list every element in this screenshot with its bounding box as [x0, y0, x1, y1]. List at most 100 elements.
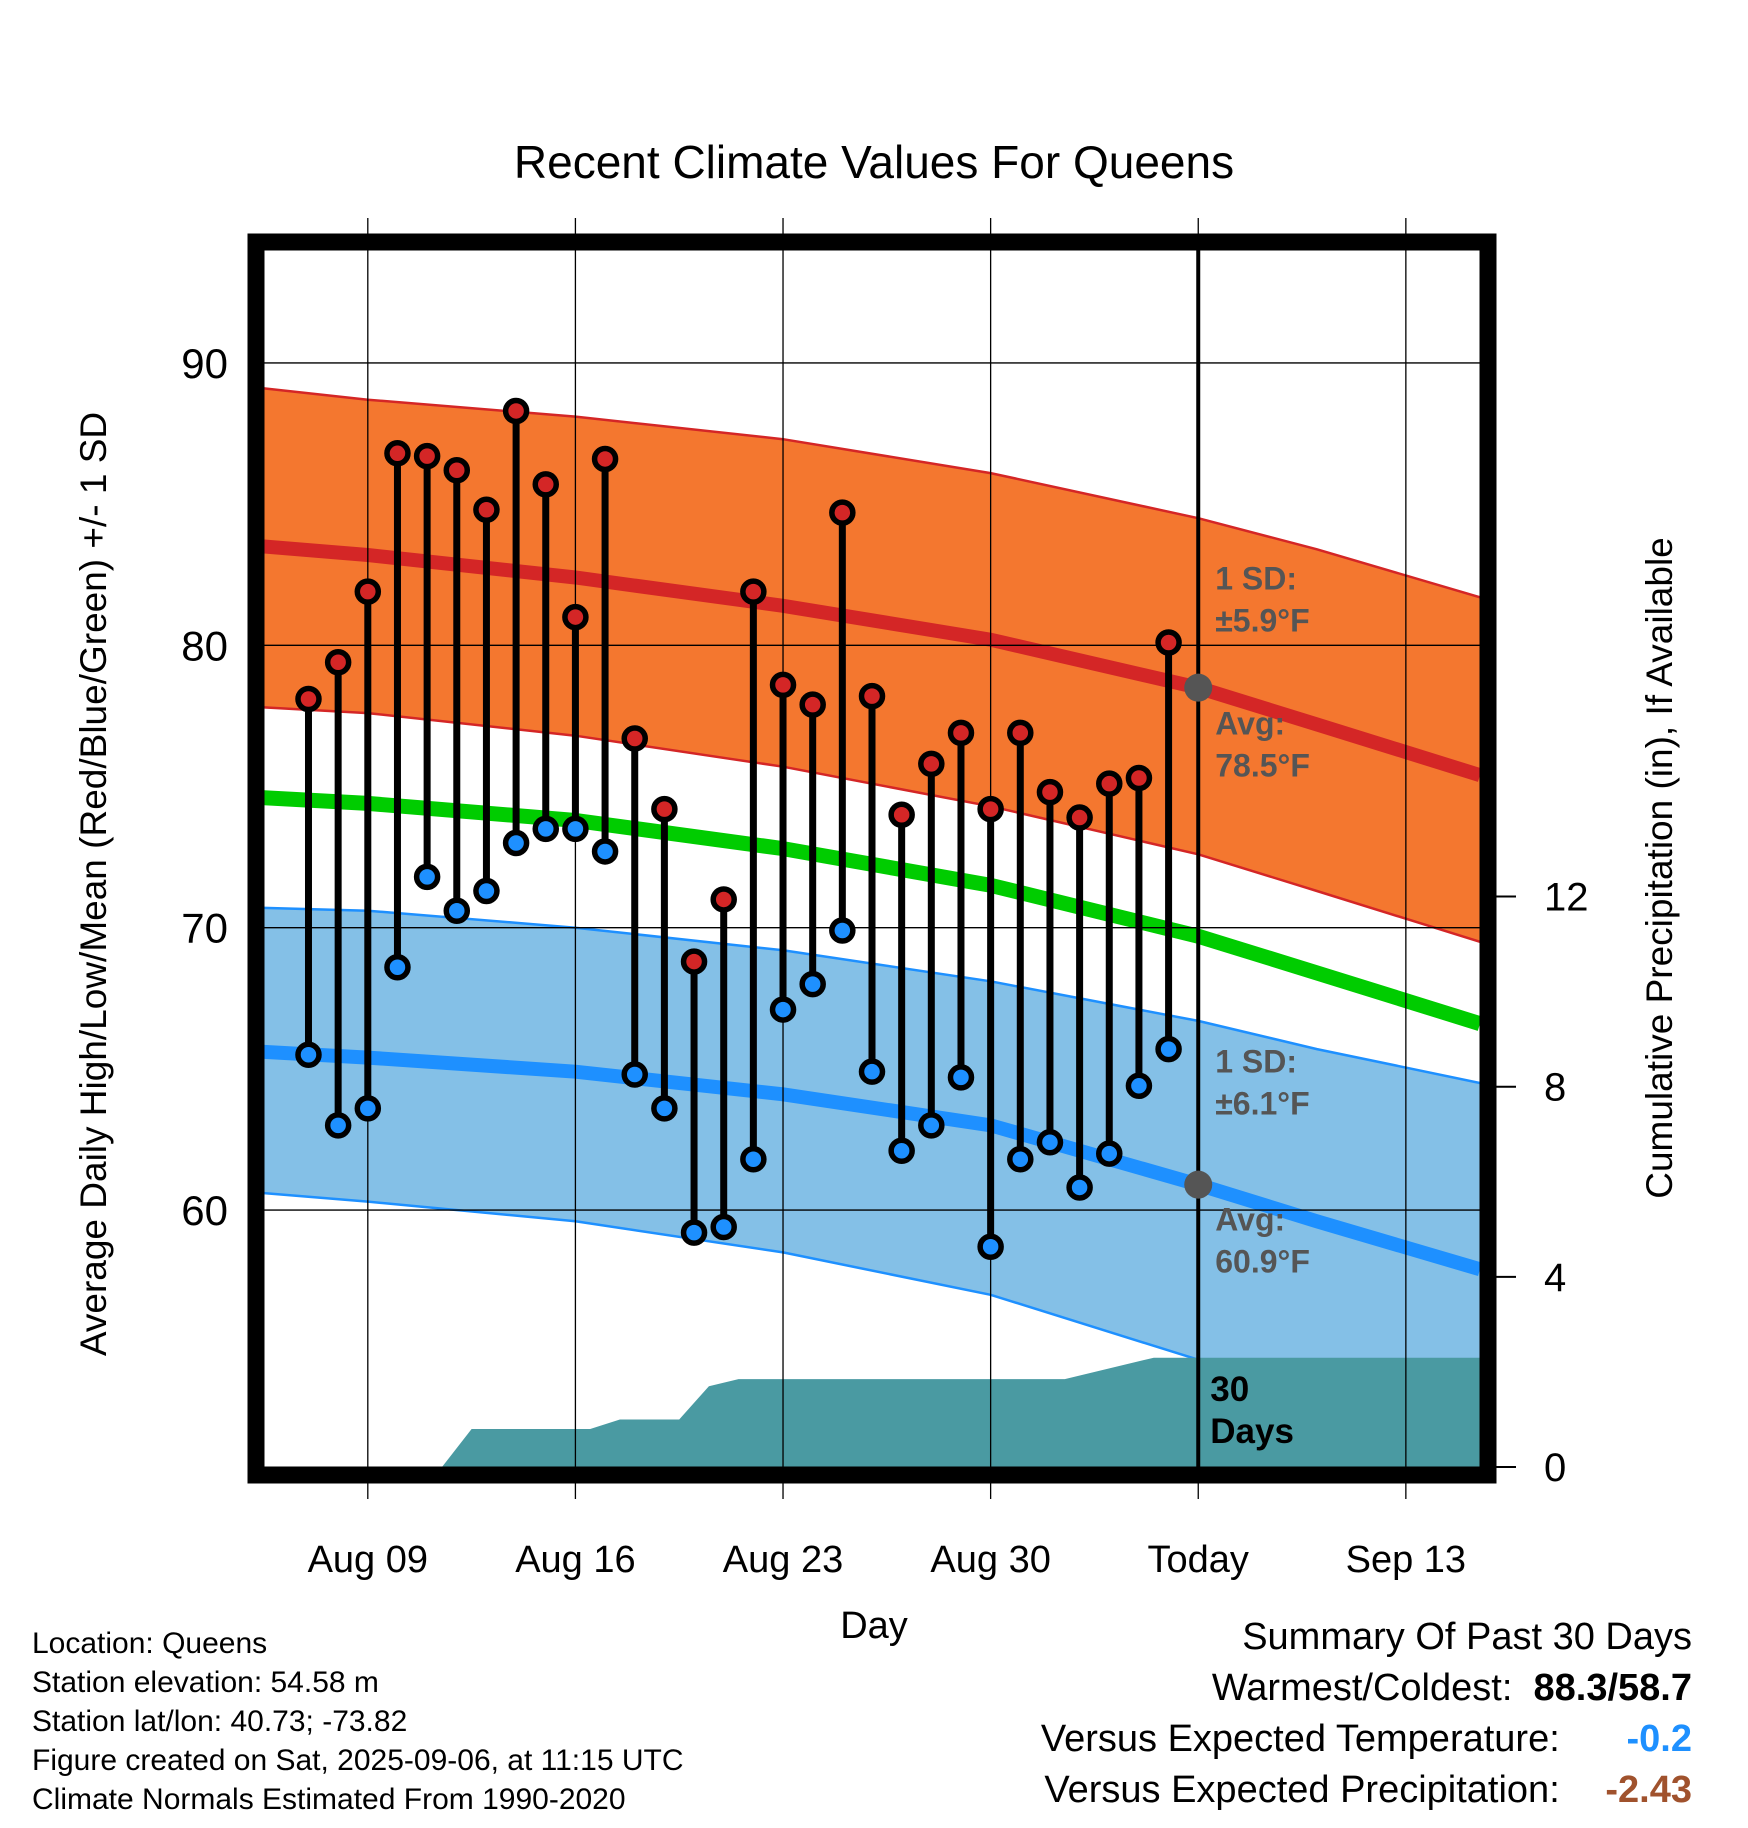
station-info: Location: Queens Station elevation: 54.5… [32, 1624, 684, 1819]
daily-high-point [1007, 719, 1034, 747]
temp-value: -0.2 [1626, 1718, 1692, 1760]
today-low-normal-marker [1184, 1170, 1213, 1199]
high-sd-value: ±5.9°F [1215, 603, 1309, 639]
y2-tick-label: 0 [1544, 1446, 1566, 1490]
daily-high-point [1036, 778, 1064, 806]
precip-label: Versus Expected Precipitation: [1044, 1769, 1560, 1811]
daily-high-point [502, 397, 530, 425]
location-text: Location: Queens [32, 1627, 268, 1660]
daily-high-point [799, 691, 826, 718]
daily-low-point [532, 815, 560, 843]
precip-value: -2.43 [1605, 1769, 1692, 1811]
high-avg-value: 78.5°F [1215, 748, 1310, 784]
daily-low-point [710, 1213, 737, 1241]
daily-high-point [1155, 629, 1182, 656]
low-avg-label: Avg: [1215, 1202, 1285, 1238]
daily-high-point [1125, 764, 1153, 792]
warm-cold-value: 88.3/58.7 [1533, 1667, 1692, 1709]
daily-high-point [443, 456, 471, 484]
normal-high-line [264, 539, 1480, 782]
daily-low-point [443, 897, 471, 924]
daily-low-point [621, 1061, 648, 1088]
plot-area: 1 SD: ±5.9°F Avg: 78.5°F 1 SD: ±6.1°F Avg: 60.9… [181, 218, 1589, 1581]
daily-high-point [858, 682, 886, 710]
daily-high-point [888, 801, 915, 828]
daily-high-point [977, 795, 1004, 823]
daily-low-point [295, 1041, 322, 1068]
daily-low-point [799, 970, 826, 998]
normals-text: Climate Normals Estimated From 1990-2020 [32, 1783, 626, 1816]
y-tick-label: 90 [181, 340, 228, 387]
y2-axis-label: Cumulative Precipitation (in), If Availa… [1639, 537, 1680, 1199]
high-sd-lower-line [264, 706, 1480, 943]
daily-high-point [829, 499, 856, 526]
plot-frame [247, 233, 1497, 1484]
daily-low-point [858, 1058, 886, 1085]
normal-mean-line [264, 790, 1480, 1031]
daily-high-point [413, 442, 441, 470]
x-tick-label: Aug 16 [515, 1539, 635, 1581]
daily-high-point [651, 795, 678, 823]
daily-low-point [324, 1112, 352, 1139]
daily-low-point [947, 1064, 975, 1091]
daily-low-point [888, 1137, 915, 1164]
daily-low-point [562, 815, 589, 843]
chart-title: Recent Climate Values For Queens [514, 136, 1234, 188]
daily-low-point [977, 1233, 1004, 1261]
daily-high-point [532, 471, 560, 498]
daily-high-point [473, 496, 500, 524]
summary-temp: Versus Expected Temperature: -0.2 [1041, 1714, 1692, 1765]
y-tick-label: 80 [181, 622, 228, 669]
daily-high-point [562, 603, 589, 631]
warm-cold-label: Warmest/Coldest: [1211, 1667, 1513, 1709]
temp-label: Versus Expected Temperature: [1040, 1718, 1560, 1760]
elevation-text: Station elevation: 54.58 m [32, 1666, 379, 1699]
daily-low-point [769, 996, 797, 1023]
daily-low-point [384, 953, 411, 981]
daily-high-point [710, 886, 737, 913]
x-tick-label: Sep 13 [1346, 1539, 1466, 1581]
daily-low-point [1036, 1129, 1064, 1156]
daily-high-point [680, 948, 708, 975]
x-tick-label: Aug 30 [930, 1539, 1050, 1581]
daily-high-point [740, 578, 767, 605]
y2-tick-label: 8 [1544, 1066, 1566, 1110]
summary-panel: Summary Of Past 30 Days Warmest/Coldest:… [1041, 1612, 1692, 1816]
daily-high-point [769, 671, 797, 699]
daily-high-point [384, 440, 411, 467]
high-sd-band [264, 388, 1480, 942]
daily-high-point [354, 578, 382, 605]
daily-low-point [1125, 1072, 1153, 1100]
high-sd-upper-line [264, 387, 1480, 599]
daily-high-point [295, 685, 322, 713]
y-tick-label: 70 [181, 905, 228, 952]
period-unit: Days [1210, 1412, 1294, 1451]
daily-low-point [680, 1219, 708, 1246]
y2-tick-label: 4 [1544, 1256, 1566, 1300]
x-tick-label: Today [1148, 1539, 1249, 1581]
high-sd-label: 1 SD: [1215, 561, 1297, 597]
today-high-normal-marker [1184, 673, 1213, 702]
precip-area [442, 1357, 1480, 1467]
low-sd-value: ±6.1°F [1215, 1086, 1309, 1122]
daily-low-point [354, 1095, 382, 1122]
summary-title: Summary Of Past 30 Days [1242, 1616, 1692, 1658]
y-tick-label: 60 [181, 1187, 228, 1234]
daily-high-point [947, 719, 975, 747]
summary-warm-cold: Warmest/Coldest: 88.3/58.7 [1041, 1663, 1692, 1714]
latlon-text: Station lat/lon: 40.73; -73.82 [32, 1705, 408, 1738]
daily-low-point [740, 1145, 767, 1173]
daily-low-point [1066, 1174, 1093, 1201]
x-axis-label: Day [840, 1605, 908, 1647]
created-text: Figure created on Sat, 2025-09-06, at 11… [32, 1744, 684, 1777]
low-sd-upper-line [264, 906, 1480, 1085]
daily-low-point [1007, 1145, 1034, 1173]
normal-low-line [264, 1044, 1480, 1277]
daily-low-point [1155, 1035, 1182, 1063]
summary-precip: Versus Expected Precipitation: -2.43 [1041, 1765, 1692, 1816]
daily-low-point [591, 838, 619, 865]
period-number: 30 [1210, 1370, 1249, 1409]
x-tick-label: Aug 09 [308, 1539, 428, 1581]
daily-low-point [1096, 1140, 1123, 1167]
